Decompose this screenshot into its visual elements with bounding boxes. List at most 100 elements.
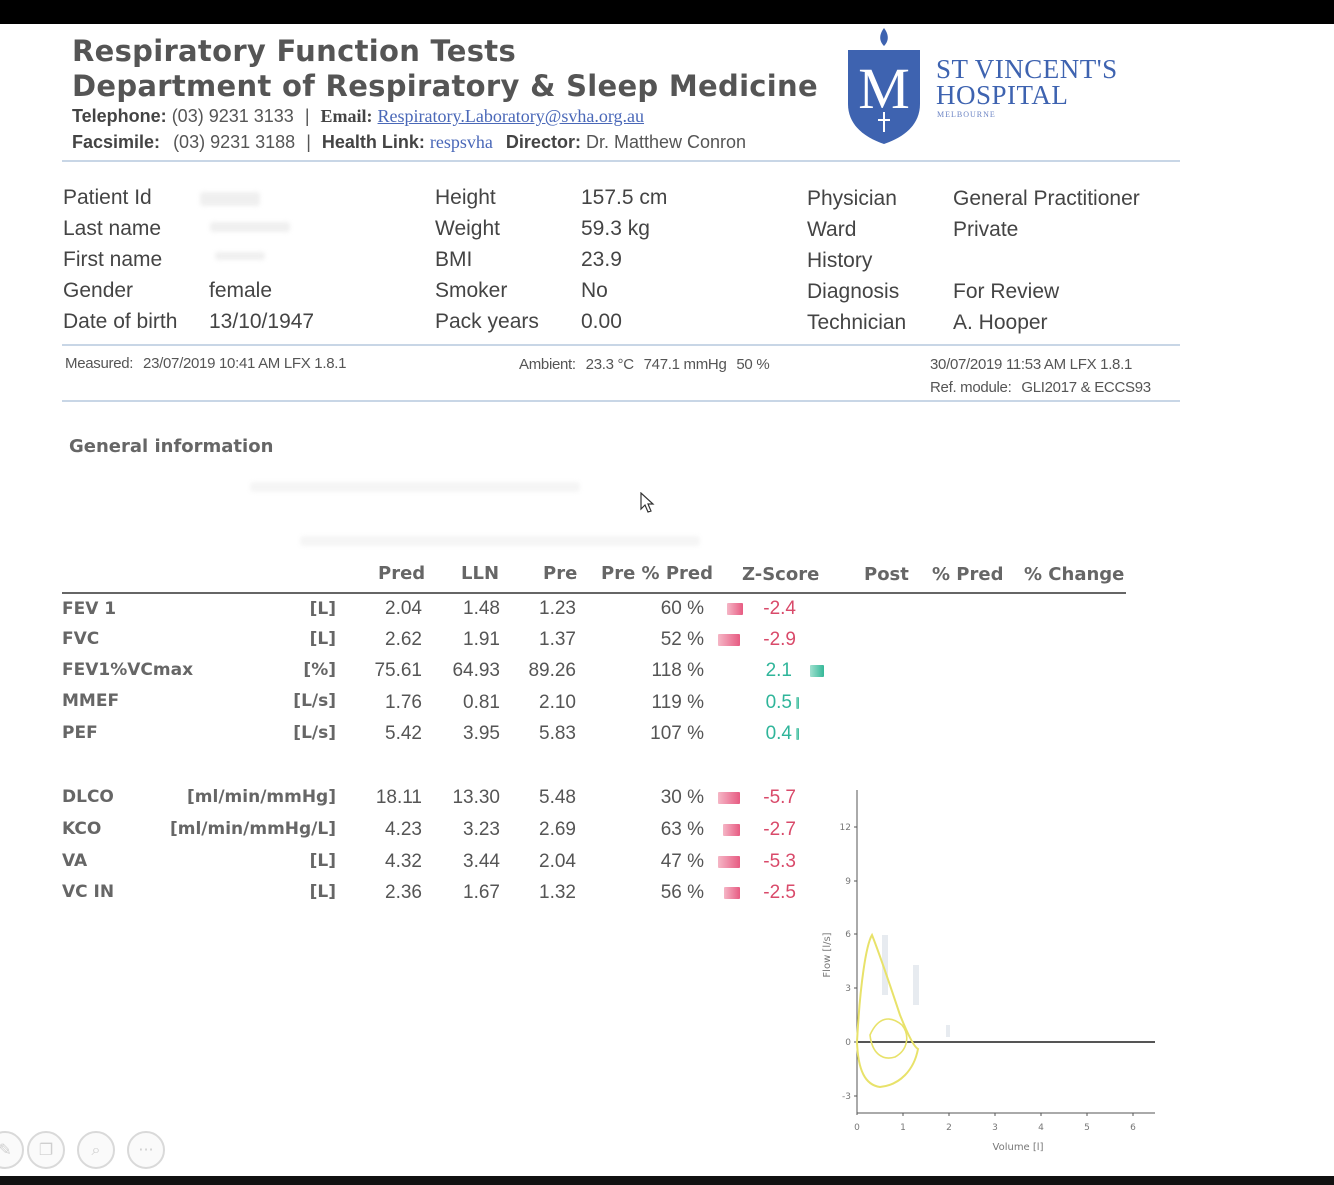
row-name: VC IN — [62, 882, 115, 902]
row-pct-pred: 47 % — [660, 851, 704, 872]
contact-line-1: Telephone: (03) 9231 3133 | Email: Respi… — [72, 106, 644, 127]
z-score-bar — [718, 792, 740, 804]
row-unit: [L] — [309, 851, 336, 871]
row-z-score: -5.3 — [763, 851, 796, 872]
x-tick-label: 1 — [900, 1123, 906, 1133]
facsimile-label: Facsimile: — [72, 132, 161, 152]
department-title: Department of Respiratory & Sleep Medici… — [72, 69, 818, 103]
row-name: FVC — [62, 629, 100, 649]
ward-value: Private — [953, 218, 1019, 241]
diagnosis-value: For Review — [953, 280, 1060, 303]
x-tick-label: 3 — [992, 1123, 998, 1133]
contact-line-2: Facsimile: (03) 9231 3188 | Health Link:… — [72, 132, 746, 153]
patient-id-label: Patient Id — [63, 186, 152, 209]
more-icon[interactable]: ··· — [127, 1131, 165, 1169]
row-pre: 2.69 — [539, 819, 576, 840]
row-pct-pred: 119 % — [651, 692, 704, 713]
smoker-label: Smoker — [435, 279, 508, 302]
row-pred: 2.62 — [385, 629, 422, 650]
logo-letter: M — [858, 56, 910, 121]
director-label: Director: — [505, 132, 581, 152]
header-divider — [62, 160, 1180, 162]
measured-info: Measured: 23/07/2019 10:41 AM LFX 1.8.1 — [65, 355, 346, 372]
flow-volume-chart: 12 9 6 3 0 -3 0 1 2 3 4 5 6 Volume [l] F… — [822, 790, 1155, 1153]
z-score-bar — [796, 697, 799, 709]
row-pred: 5.42 — [385, 723, 422, 744]
row-pct-pred: 63 % — [660, 819, 704, 840]
z-score-bar — [727, 603, 743, 615]
x-tick-label: 2 — [946, 1123, 952, 1133]
email-link[interactable]: Respiratory.Laboratory@svha.org.au — [377, 106, 645, 126]
bottom-bar — [0, 1176, 1334, 1185]
health-link-value: respsvha — [429, 132, 493, 152]
row-z-score: -2.7 — [763, 819, 796, 840]
row-lln: 3.44 — [463, 851, 500, 872]
x-tick-label: 0 — [854, 1123, 860, 1133]
row-pct-pred: 30 % — [660, 787, 704, 808]
physician-value: General Practitioner — [953, 187, 1140, 210]
health-link-label: Health Link: — [321, 132, 425, 152]
diagnosis-label: Diagnosis — [807, 280, 900, 303]
row-z-score: 0.4 — [765, 723, 792, 744]
row-z-score: 0.5 — [765, 692, 792, 713]
z-score-bar — [718, 856, 740, 868]
director-value: Dr. Matthew Conron — [585, 132, 747, 152]
col-header-lln: LLN — [461, 563, 500, 584]
gender-value: female — [209, 279, 273, 302]
row-pct-pred: 107 % — [650, 723, 704, 744]
row-pred: 2.04 — [385, 598, 422, 619]
row-pred: 1.76 — [385, 692, 422, 713]
history-label: History — [807, 249, 873, 272]
row-lln: 1.91 — [463, 629, 500, 650]
edit-icon[interactable]: ✎ — [0, 1131, 24, 1169]
ambient-info: Ambient: 23.3 °C 747.1 mmHg 50 % — [519, 356, 770, 373]
pack-years-label: Pack years — [435, 310, 539, 333]
flow-volume-loop — [855, 932, 920, 1089]
gender-label: Gender — [63, 279, 134, 302]
col-header-z-score: Z-Score — [742, 564, 820, 585]
row-pred: 18.11 — [375, 787, 422, 808]
redacted-last-name — [210, 222, 290, 232]
copy-icon[interactable]: ❐ — [27, 1131, 65, 1169]
row-pct-pred: 60 % — [660, 598, 704, 619]
col-header-pct-change: % Change — [1024, 564, 1125, 585]
x-tick-label: 5 — [1084, 1123, 1090, 1133]
ambient-label: Ambient: — [519, 356, 576, 373]
row-pre: 1.37 — [539, 629, 576, 650]
y-tick-label: 12 — [840, 823, 851, 833]
row-pre: 1.32 — [539, 882, 576, 903]
report-date: 30/07/2019 11:53 AM LFX 1.8.1 — [930, 356, 1133, 373]
row-pct-pred: 56 % — [660, 882, 704, 903]
dob-value: 13/10/1947 — [209, 310, 315, 333]
row-name: FEV1%VCmax — [62, 660, 194, 680]
ambient-pressure: 747.1 mmHg — [643, 356, 727, 373]
separator: | — [304, 106, 310, 126]
row-lln: 64.93 — [452, 660, 500, 681]
x-tick-label: 6 — [1130, 1123, 1136, 1133]
report-title: Respiratory Function Tests — [72, 34, 517, 68]
y-tick-label: 9 — [845, 877, 851, 887]
row-lln: 3.23 — [463, 819, 500, 840]
col-header-post: Post — [864, 564, 909, 585]
row-z-score: -2.5 — [763, 882, 796, 903]
redacted-first-name — [215, 252, 265, 260]
smoker-value: No — [581, 279, 608, 302]
row-pre: 5.48 — [539, 787, 576, 808]
row-name: PEF — [62, 723, 98, 743]
measured-value: 23/07/2019 10:41 AM LFX 1.8.1 — [143, 355, 347, 372]
z-score-bar — [723, 824, 740, 836]
dob-label: Date of birth — [63, 310, 178, 333]
pack-years-value: 0.00 — [581, 310, 622, 333]
row-lln: 3.95 — [463, 723, 500, 744]
hospital-logo-icon: M — [848, 28, 920, 144]
ambient-humidity: 50 % — [736, 356, 770, 373]
row-pct-pred: 118 % — [651, 660, 704, 681]
row-pred: 75.61 — [374, 660, 422, 681]
y-tick-label: -3 — [842, 1092, 851, 1102]
col-header-pred: Pred — [378, 563, 426, 584]
row-z-score: -2.9 — [763, 629, 796, 650]
zoom-icon[interactable]: ⌕ — [77, 1131, 115, 1169]
row-unit: [%] — [303, 660, 336, 680]
row-unit: [L] — [309, 599, 336, 619]
y-tick-label: 3 — [845, 984, 851, 994]
